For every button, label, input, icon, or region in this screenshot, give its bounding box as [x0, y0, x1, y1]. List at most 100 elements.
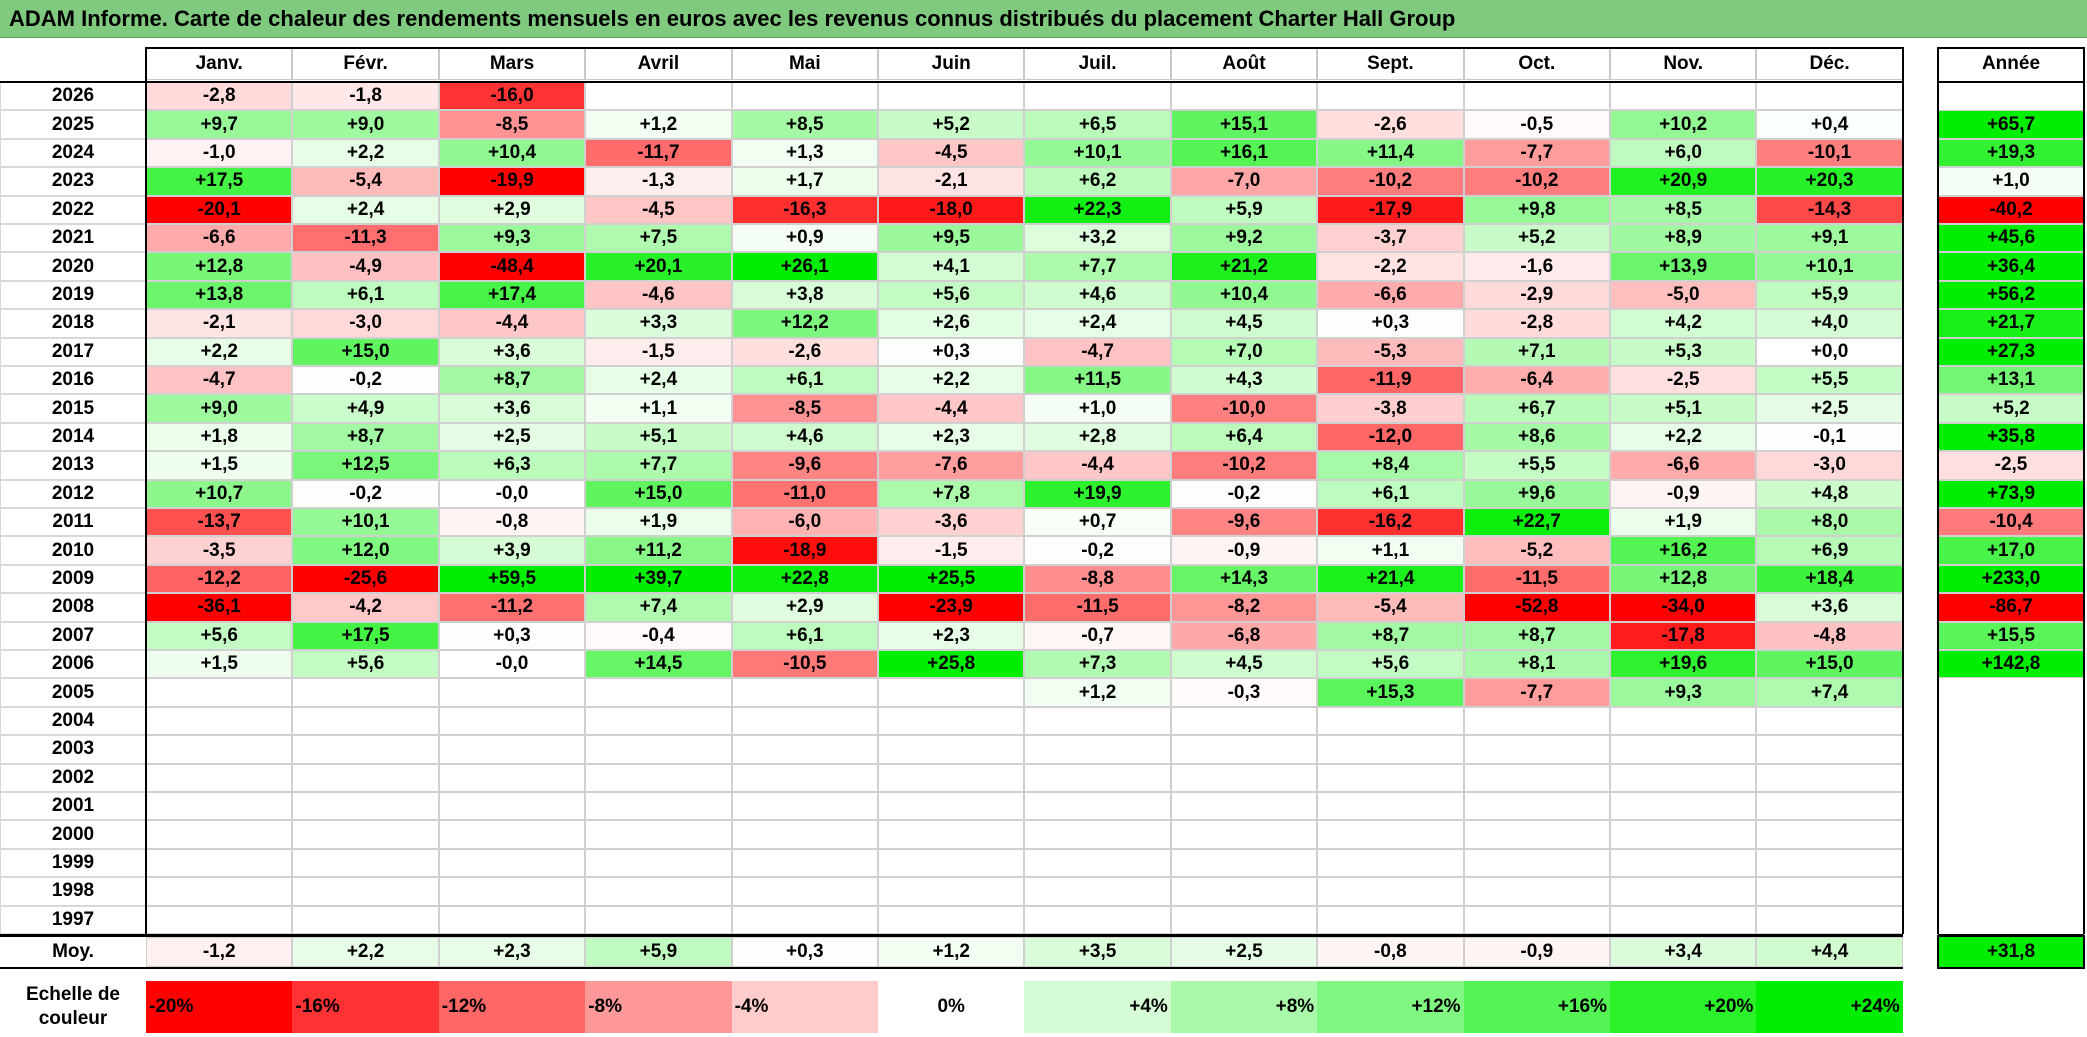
heatmap-cell: +10,1 [1024, 138, 1171, 168]
heatmap-cell: -1,5 [878, 536, 1025, 565]
heatmap-cell: +5,1 [585, 422, 732, 452]
color-scale-label-line1: Echelle de [26, 984, 120, 1005]
heatmap-cell: +8,7 [1317, 621, 1464, 650]
heatmap-cell: +2,8 [1024, 422, 1171, 452]
heatmap-cell: -2,6 [1317, 110, 1464, 139]
heatmap-cell: +14,3 [1170, 564, 1318, 594]
heatmap-cell: +6,7 [1463, 394, 1610, 423]
heatmap-cell [585, 735, 732, 764]
heatmap-cell: +1,7 [731, 167, 878, 196]
heatmap-cell: -2,6 [731, 337, 878, 366]
heatmap-cell [731, 678, 878, 707]
heatmap-cell: +15,0 [585, 479, 732, 508]
heatmap-cell: +8,1 [1463, 650, 1610, 679]
heatmap-cell: +2,6 [878, 309, 1025, 338]
heatmap-cell [878, 678, 1025, 707]
heatmap-cell [438, 735, 586, 764]
annual-cell: +1,0 [1938, 167, 2084, 196]
heatmap-cell: -12,0 [1317, 422, 1464, 452]
heatmap-cell: +6,1 [731, 621, 878, 650]
heatmap-cell: -12,2 [146, 564, 293, 594]
heatmap-cell: +3,6 [438, 337, 586, 366]
heatmap-cell [1610, 82, 1757, 111]
annual-cell [1938, 792, 2084, 821]
heatmap-cell: +13,9 [1610, 252, 1757, 281]
heatmap-cell: +1,0 [1024, 394, 1171, 423]
heatmap-cell: -0,3 [1170, 678, 1318, 707]
heatmap-cell [146, 905, 293, 934]
heatmap-cell: +2,4 [292, 195, 439, 224]
heatmap-cell: -1,5 [585, 337, 732, 366]
heatmap-cell: +2,2 [146, 337, 293, 366]
year-label: 1999 [0, 848, 146, 878]
heatmap-cell [1170, 735, 1318, 764]
year-label: 2007 [0, 621, 146, 650]
heatmap-cell: +26,1 [731, 252, 878, 281]
heatmap-cell: +7,5 [585, 224, 732, 253]
heatmap-cell [1463, 706, 1610, 736]
heatmap-cell: -0,0 [438, 650, 586, 679]
heatmap-cell: +1,2 [585, 110, 732, 139]
heatmap-cell: +3,3 [585, 309, 732, 338]
heatmap-cell: -8,2 [1170, 593, 1318, 622]
average-cell: +4,4 [1756, 937, 1903, 967]
heatmap-cell [1317, 848, 1464, 878]
heatmap-cell: +7,7 [585, 451, 732, 480]
heatmap-cell: +13,8 [146, 280, 293, 310]
heatmap-cell: +9,2 [1170, 224, 1318, 253]
heatmap-cell: -11,7 [585, 138, 732, 168]
heatmap-cell: +22,8 [731, 564, 878, 594]
heatmap-cell [1756, 820, 1903, 849]
average-cell: +1,2 [878, 937, 1025, 967]
heatmap-cell: +6,1 [1317, 479, 1464, 508]
annual-cell [1938, 763, 2084, 792]
heatmap-cell: -11,3 [292, 224, 439, 253]
heatmap-cell: -2,8 [1463, 309, 1610, 338]
average-cell: +3,5 [1024, 937, 1171, 967]
year-label: 2024 [0, 138, 146, 168]
heatmap-cell: -17,8 [1610, 621, 1757, 650]
year-label: 2000 [0, 820, 146, 849]
year-label: 2005 [0, 678, 146, 707]
heatmap-cell: -7,6 [878, 451, 1025, 480]
color-scale-swatch: -16% [292, 981, 439, 1033]
heatmap-cell: -4,4 [438, 309, 586, 338]
heatmap-cell: +1,5 [146, 650, 293, 679]
heatmap-cell: +8,6 [1463, 422, 1610, 452]
heatmap-cell: +22,7 [1463, 508, 1610, 537]
annual-cell: +13,1 [1938, 366, 2084, 395]
heatmap-cell: +5,3 [1610, 337, 1757, 366]
average-annual-frame-bottom [1938, 967, 2084, 969]
heatmap-cell: -6,4 [1463, 366, 1610, 395]
annual-frame-top [1938, 47, 2084, 49]
year-label: 2009 [0, 564, 146, 594]
heatmap-cell: +10,1 [1756, 252, 1903, 281]
heatmap-cell [1756, 877, 1903, 906]
heatmap-cell [1463, 735, 1610, 764]
heatmap-cell: -1,8 [292, 82, 439, 111]
heatmap-cell: -0,9 [1170, 536, 1318, 565]
heatmap-cell [731, 763, 878, 792]
heatmap-cell [292, 877, 439, 906]
heatmap-cell: +11,5 [1024, 366, 1171, 395]
heatmap-cell: +4,6 [731, 422, 878, 452]
color-scale-label: Echelle de couleur [0, 981, 146, 1033]
heatmap-cell [1756, 735, 1903, 764]
heatmap-cell: -18,9 [731, 536, 878, 565]
annual-frame-left [1937, 47, 1939, 934]
annual-frame-header-bottom [1938, 81, 2084, 83]
heatmap-cell [1170, 820, 1318, 849]
heatmap-cell: +2,3 [878, 621, 1025, 650]
chart-title: ADAM Informe. Carte de chaleur des rende… [9, 6, 1456, 31]
heatmap-cell [731, 877, 878, 906]
heatmap-cell: -4,8 [1756, 621, 1903, 650]
heatmap-cell: +11,2 [585, 536, 732, 565]
average-cell: -0,8 [1317, 937, 1464, 967]
heatmap-cell: -19,9 [438, 167, 586, 196]
heatmap-cell [438, 820, 586, 849]
heatmap-cell: +3,8 [731, 280, 878, 310]
heatmap-cell [1610, 877, 1757, 906]
heatmap-cell: +5,5 [1463, 451, 1610, 480]
year-label: 2001 [0, 792, 146, 821]
heatmap-cell: -17,9 [1317, 195, 1464, 224]
